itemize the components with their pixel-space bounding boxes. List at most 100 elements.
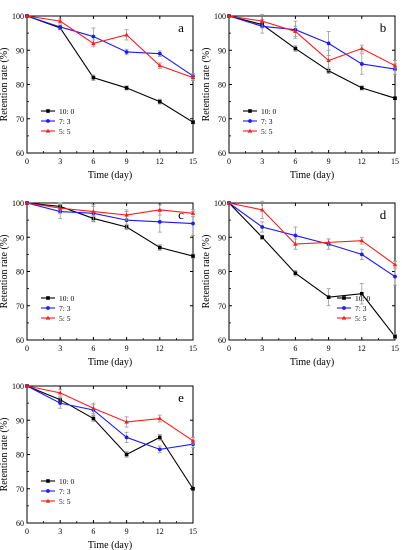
series-line [26, 15, 194, 77]
marker-square [91, 75, 96, 80]
y-tick-label: 90 [16, 233, 24, 242]
x-tick-label: 9 [125, 344, 129, 353]
marker-circle [359, 62, 364, 66]
legend-label: 7: 3 [59, 117, 71, 126]
marker-circle [58, 401, 63, 406]
marker-triangle [359, 238, 364, 243]
marker-circle [157, 51, 162, 56]
x-tick-label: 3 [58, 527, 62, 536]
y-tick-label: 70 [16, 115, 24, 124]
y-tick-label: 90 [16, 416, 24, 425]
x-tick-label: 12 [156, 157, 164, 166]
marker-triangle [190, 210, 196, 215]
x-tick-label: 0 [25, 344, 29, 353]
marker-triangle [260, 18, 265, 23]
series-line [26, 385, 194, 442]
y-tick-label: 90 [218, 46, 226, 55]
marker-square [360, 291, 364, 296]
series-line [228, 202, 396, 278]
legend-label: 5: 5 [59, 127, 71, 136]
y-tick-label: 100 [214, 199, 226, 208]
x-tick-label: 3 [58, 157, 62, 166]
series-line [26, 385, 194, 450]
marker-triangle [359, 46, 364, 51]
y-tick-label: 100 [12, 199, 24, 208]
panel-label: a [178, 20, 184, 35]
series-line [228, 202, 396, 266]
y-tick-label: 100 [214, 12, 226, 21]
plot-frame [26, 385, 194, 524]
marker-triangle [392, 63, 398, 68]
marker-square [360, 86, 364, 90]
marker-triangle [326, 58, 331, 63]
marker-circle [124, 50, 129, 54]
marker-square [124, 452, 129, 457]
series-line [26, 15, 194, 79]
marker-triangle [124, 419, 129, 424]
legend: 10: 07: 35: 5 [41, 477, 74, 506]
series-1 [227, 201, 397, 286]
series-0 [227, 201, 397, 340]
legend-label: 5: 5 [59, 497, 71, 506]
x-tick-label: 12 [358, 344, 366, 353]
y-tick-label: 60 [218, 336, 226, 345]
marker-circle [157, 447, 162, 452]
series-0 [25, 384, 195, 491]
marker-square [260, 235, 264, 240]
marker-triangle [341, 315, 347, 320]
x-tick-label: 6 [293, 344, 297, 353]
series-line [26, 202, 194, 216]
series-2 [226, 13, 398, 72]
marker-triangle [58, 18, 63, 23]
y-tick-label: 60 [16, 336, 24, 345]
marker-circle [58, 25, 63, 29]
y-tick-label: 60 [218, 149, 226, 158]
marker-triangle [157, 416, 162, 421]
y-tick-label: 70 [16, 302, 24, 311]
plot-frame [26, 202, 194, 341]
marker-square [326, 295, 331, 299]
series-2 [24, 13, 196, 81]
legend-label: 10: 0 [59, 477, 74, 486]
marker-circle [248, 119, 252, 123]
marker-circle [124, 435, 129, 440]
series-1 [227, 14, 397, 75]
marker-triangle [293, 241, 298, 246]
marker-square [91, 416, 96, 421]
plot-frame [228, 202, 396, 341]
marker-triangle [24, 13, 30, 18]
marker-triangle [45, 315, 51, 320]
x-axis-label: Time (day) [290, 170, 334, 181]
series-line [26, 202, 194, 225]
y-axis-label: Retention rate (%) [0, 235, 10, 309]
x-axis-label: Time (day) [88, 540, 132, 550]
marker-square [124, 86, 129, 90]
marker-triangle [45, 498, 51, 503]
legend-label: 7: 3 [59, 304, 71, 313]
marker-square [191, 486, 195, 491]
legend: 10: 07: 35: 5 [243, 107, 276, 136]
legend: 10: 07: 35: 5 [337, 294, 370, 323]
y-tick-label: 80 [16, 268, 24, 277]
x-tick-label: 3 [58, 344, 62, 353]
x-tick-label: 12 [156, 344, 164, 353]
x-tick-label: 0 [227, 157, 231, 166]
x-tick-label: 15 [189, 527, 197, 536]
y-tick-label: 80 [218, 81, 226, 90]
series-line [228, 15, 396, 67]
x-tick-label: 6 [293, 157, 297, 166]
x-tick-label: 15 [189, 157, 197, 166]
y-axis-label: Retention rate (%) [0, 48, 10, 122]
marker-triangle [226, 13, 232, 18]
series-line [26, 15, 194, 123]
marker-triangle [91, 209, 96, 214]
series-2 [24, 383, 196, 445]
x-tick-label: 12 [358, 157, 366, 166]
y-tick-label: 90 [218, 233, 226, 242]
x-tick-label: 3 [260, 344, 264, 353]
x-tick-label: 15 [391, 344, 399, 353]
marker-square [191, 120, 195, 124]
series-line [228, 15, 396, 99]
x-tick-label: 9 [327, 344, 331, 353]
